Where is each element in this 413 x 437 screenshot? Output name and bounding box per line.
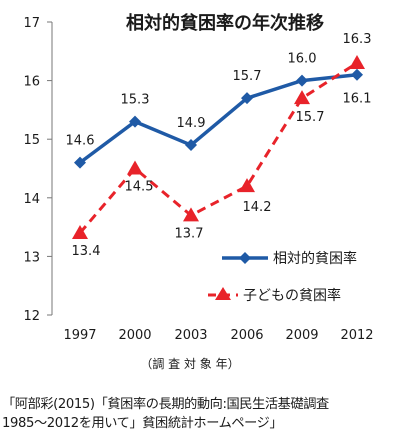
y-tick-label: 16 xyxy=(23,75,40,90)
y-tick-label: 12 xyxy=(23,309,40,324)
chart: 相対的貧困率の年次推移 12 13 14 15 16 17 1997 2000 2003 200… xyxy=(23,12,373,371)
x-tick-label: 2009 xyxy=(285,328,318,343)
data-label-child-poverty: 14.2 xyxy=(243,200,272,215)
point-relative-poverty xyxy=(241,92,253,105)
series-line-relative-poverty xyxy=(78,72,358,165)
data-label-relative-poverty: 14.9 xyxy=(177,116,206,131)
data-label-child-poverty: 14.5 xyxy=(125,180,154,195)
point-child-poverty xyxy=(72,224,88,239)
data-label-relative-poverty: 15.7 xyxy=(233,69,262,84)
data-label-child-poverty: 16.3 xyxy=(343,32,372,47)
data-label-child-poverty: 15.7 xyxy=(296,110,325,125)
data-labels-layer: 14.6 15.3 14.9 15.7 16.0 16.1 13.4 14.5 13.7 14.2… xyxy=(66,32,372,259)
data-label-relative-poverty: 16.1 xyxy=(343,92,372,107)
point-relative-poverty xyxy=(129,115,141,128)
legend-label-child-poverty: 子どもの貧困率 xyxy=(243,287,341,304)
x-tick-label: 1997 xyxy=(63,328,96,343)
x-tick-label: 2006 xyxy=(230,328,263,343)
x-tick-label: 2012 xyxy=(340,328,373,343)
data-label-relative-poverty: 16.0 xyxy=(288,52,317,67)
point-relative-poverty xyxy=(185,139,197,152)
x-axis-ticks: 1997 2000 2003 2006 2009 2012 xyxy=(63,328,373,343)
data-label-child-poverty: 13.7 xyxy=(175,226,204,241)
point-relative-poverty xyxy=(351,68,363,81)
y-axis-ticks: 12 13 14 15 16 17 xyxy=(23,16,52,324)
source-caption: 「阿部彩(2015)「貧困率の長期的動向:国民生活基礎調査 1985～2012を… xyxy=(2,395,412,433)
point-child-poverty xyxy=(239,178,255,193)
x-axis-label: （調 査 対 象 年） xyxy=(140,357,239,371)
y-tick-label: 17 xyxy=(23,16,40,31)
legend-marker-relative-poverty xyxy=(239,252,251,264)
x-tick-label: 2000 xyxy=(118,328,151,343)
point-child-poverty xyxy=(127,160,143,175)
series-line-child-poverty xyxy=(78,61,358,234)
point-child-poverty xyxy=(294,90,310,105)
y-tick-label: 14 xyxy=(23,192,40,207)
caption-line-2: 1985～2012を用いて」貧困統計ホームページ」 xyxy=(2,416,283,431)
point-child-poverty xyxy=(183,207,199,222)
legend-marker-child-poverty xyxy=(215,287,231,300)
point-relative-poverty xyxy=(296,74,308,87)
chart-title: 相対的貧困率の年次推移 xyxy=(126,12,324,34)
y-tick-label: 15 xyxy=(23,133,40,148)
data-label-relative-poverty: 15.3 xyxy=(121,93,150,108)
point-relative-poverty xyxy=(74,156,86,169)
legend-label-relative-poverty: 相対的貧困率 xyxy=(273,250,357,267)
caption-line-1: 「阿部彩(2015)「貧困率の長期的動向:国民生活基礎調査 xyxy=(2,397,329,412)
x-tick-label: 2003 xyxy=(174,328,207,343)
series-layer xyxy=(72,55,365,239)
y-tick-label: 13 xyxy=(23,250,40,265)
point-child-poverty xyxy=(349,55,365,70)
data-label-child-poverty: 13.4 xyxy=(72,244,101,259)
data-label-relative-poverty: 14.6 xyxy=(66,134,95,149)
